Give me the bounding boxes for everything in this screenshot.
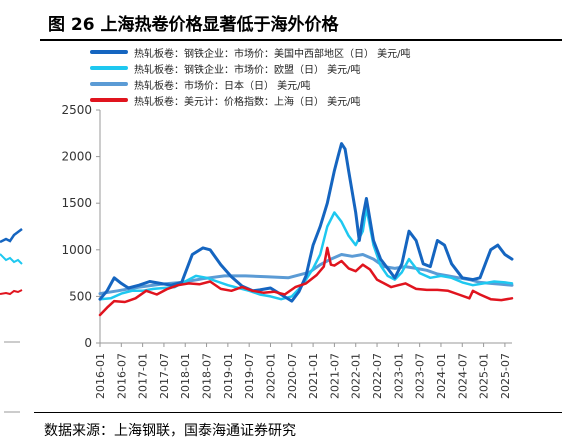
- chart-axes: 0 500 1000 1500 2000 2500 2016-01 2016-07 2017-0…: [61, 103, 512, 399]
- cropped-adjacent-figure: [0, 36, 28, 416]
- cropped-line-cyan: [0, 253, 23, 265]
- legend-label-eu: 热轧板卷：钢铁企业：市场价：欧盟（日） 美元/吨: [134, 64, 361, 76]
- x-tick-label: 2021-01: [307, 353, 320, 399]
- x-tick-label: 2025-01: [478, 353, 491, 399]
- legend-swatch-us: [90, 50, 128, 54]
- x-tick-label: 2020-01: [264, 353, 277, 399]
- figure-title-bar: 图 26 上海热卷价格显著低于海外价格: [0, 6, 566, 41]
- x-tick-label: 2017-01: [137, 353, 150, 399]
- x-tick-label: 2016-07: [115, 353, 128, 399]
- source-divider: [34, 412, 562, 413]
- y-tick-label: 0: [84, 336, 92, 350]
- legend-label-us: 热轧板卷：钢铁企业：市场价：美国中西部地区（日） 美元/吨: [134, 48, 411, 60]
- x-tick-label: 2025-07: [499, 353, 512, 399]
- legend-swatch-sh: [90, 98, 128, 102]
- cropped-line-red: [0, 289, 23, 296]
- x-tick-label: 2018-07: [201, 353, 214, 399]
- series-line-jp: [98, 253, 514, 296]
- cropped-line-blue: [0, 228, 23, 244]
- x-tick-label: 2020-07: [286, 353, 299, 399]
- cropped-figure-fragment: [0, 228, 23, 413]
- x-tick-label: 2022-07: [371, 353, 384, 399]
- x-tick-label: 2024-01: [435, 353, 448, 399]
- x-tick-label: 2024-07: [456, 353, 469, 399]
- legend-swatch-jp: [90, 82, 128, 86]
- x-tick-label: 2019-07: [243, 353, 256, 399]
- y-tick-label: 2000: [61, 150, 92, 164]
- x-tick-label: 2017-07: [158, 353, 171, 399]
- y-tick-label: 1500: [61, 196, 92, 210]
- x-tick-label: 2018-01: [179, 353, 192, 399]
- legend-item-us: 热轧板卷：钢铁企业：市场价：美国中西部地区（日） 美元/吨: [90, 44, 560, 60]
- data-source-note: 数据来源：上海钢联，国泰海通证券研究: [44, 423, 296, 439]
- y-tick-label: 500: [69, 289, 92, 303]
- legend-swatch-eu: [90, 66, 128, 70]
- chart-legend: 热轧板卷：钢铁企业：市场价：美国中西部地区（日） 美元/吨 热轧板卷：钢铁企业：…: [90, 44, 560, 108]
- x-tick-label: 2023-07: [414, 353, 427, 399]
- x-tick-label: 2022-01: [350, 353, 363, 399]
- figure-title: 图 26 上海热卷价格显著低于海外价格: [48, 15, 339, 35]
- legend-item-eu: 热轧板卷：钢铁企业：市场价：欧盟（日） 美元/吨: [90, 60, 560, 76]
- x-tick-label: 2023-01: [392, 353, 405, 399]
- series-line-us: [98, 142, 514, 303]
- title-divider: [40, 39, 562, 41]
- y-tick-label: 2500: [61, 103, 92, 117]
- series-line-sh: [98, 246, 514, 317]
- legend-label-sh: 热轧板卷：美元计：价格指数：上海（日） 美元/吨: [134, 96, 361, 108]
- legend-item-sh: 热轧板卷：美元计：价格指数：上海（日） 美元/吨: [90, 92, 560, 108]
- chart-series: [98, 142, 514, 317]
- x-tick-label: 2016-01: [94, 353, 107, 399]
- x-tick-label: 2021-07: [328, 353, 341, 399]
- y-tick-label: 1000: [61, 243, 92, 257]
- legend-label-jp: 热轧板卷：市场价：日本（日） 美元/吨: [134, 80, 311, 92]
- x-tick-label: 2019-01: [222, 353, 235, 399]
- legend-item-jp: 热轧板卷：市场价：日本（日） 美元/吨: [90, 76, 560, 92]
